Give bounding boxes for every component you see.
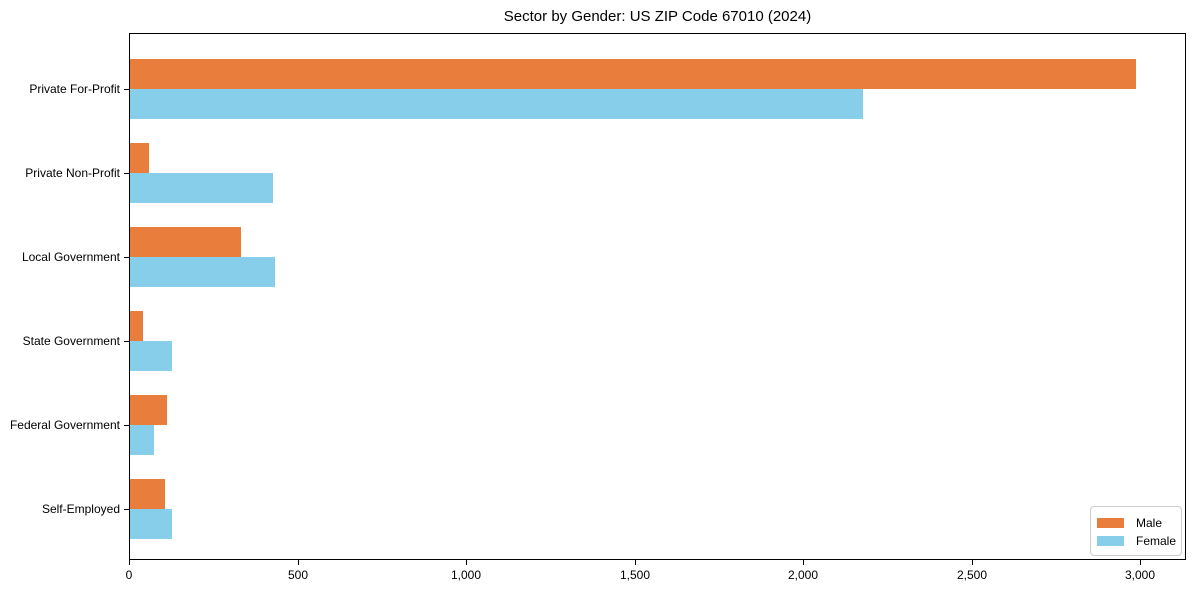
bar-male-4 <box>130 395 167 425</box>
legend-swatch-male <box>1097 518 1124 528</box>
x-axis-tick <box>972 560 973 565</box>
x-axis-tick <box>635 560 636 565</box>
legend-item-male: Male <box>1097 514 1181 532</box>
x-axis-tick-label: 3,000 <box>1124 568 1156 582</box>
bar-male-1 <box>130 143 149 173</box>
y-axis-tick <box>124 341 129 342</box>
legend-item-female: Female <box>1097 532 1181 550</box>
x-axis-tick <box>803 560 804 565</box>
bar-female-0 <box>130 89 863 119</box>
chart-title: Sector by Gender: US ZIP Code 67010 (202… <box>503 8 812 25</box>
x-axis-tick-label: 1,000 <box>450 568 482 582</box>
plot-area <box>129 33 1186 560</box>
legend-label-male: Male <box>1136 516 1163 530</box>
y-axis-tick <box>124 257 129 258</box>
x-axis-tick <box>1140 560 1141 565</box>
bar-female-1 <box>130 173 273 203</box>
bar-female-3 <box>130 341 172 371</box>
legend-label-female: Female <box>1136 534 1177 548</box>
legend: Male Female <box>1090 506 1182 556</box>
x-axis-tick-label: 0 <box>125 568 133 582</box>
x-axis-tick-label: 2,500 <box>956 568 988 582</box>
x-axis-tick-label: 1,500 <box>619 568 651 582</box>
bar-male-2 <box>130 227 241 257</box>
y-axis-tick <box>124 509 129 510</box>
y-axis-label: State Government <box>22 334 120 348</box>
x-axis-tick <box>466 560 467 565</box>
bar-female-5 <box>130 509 172 539</box>
bar-male-3 <box>130 311 143 341</box>
bar-male-5 <box>130 479 165 509</box>
bar-female-2 <box>130 257 275 287</box>
y-axis-tick <box>124 173 129 174</box>
y-axis-label: Local Government <box>21 250 120 264</box>
x-axis-tick <box>129 560 130 565</box>
y-axis-tick <box>124 425 129 426</box>
bar-male-0 <box>130 59 1136 89</box>
y-axis-label: Federal Government <box>9 418 120 432</box>
y-axis-tick <box>124 89 129 90</box>
y-axis-label: Private Non-Profit <box>25 166 120 180</box>
y-axis-label: Private For-Profit <box>29 82 120 96</box>
x-axis-tick <box>298 560 299 565</box>
y-axis-label: Self-Employed <box>41 502 120 516</box>
x-axis-tick-label: 2,000 <box>787 568 819 582</box>
x-axis-tick-label: 500 <box>287 568 309 582</box>
legend-swatch-female <box>1097 536 1124 546</box>
bar-female-4 <box>130 425 154 455</box>
